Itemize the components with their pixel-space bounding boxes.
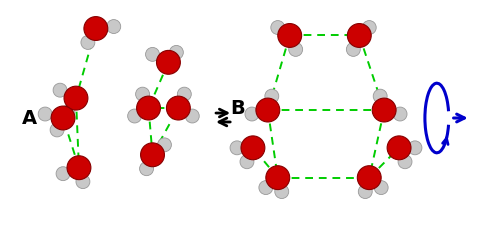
Circle shape <box>145 47 159 61</box>
Circle shape <box>156 50 180 74</box>
Text: A: A <box>22 109 37 128</box>
Circle shape <box>408 141 422 155</box>
Circle shape <box>38 107 52 121</box>
Circle shape <box>373 89 387 103</box>
Circle shape <box>84 17 108 41</box>
Circle shape <box>245 107 259 121</box>
Circle shape <box>398 155 412 169</box>
Circle shape <box>76 175 90 189</box>
Circle shape <box>357 166 381 190</box>
Circle shape <box>136 87 150 101</box>
Circle shape <box>278 23 301 47</box>
Circle shape <box>374 181 388 195</box>
Circle shape <box>107 20 120 33</box>
Circle shape <box>240 155 254 169</box>
Circle shape <box>230 141 244 155</box>
Circle shape <box>288 42 302 56</box>
Circle shape <box>56 167 70 181</box>
Circle shape <box>271 21 285 35</box>
Circle shape <box>61 105 75 119</box>
Circle shape <box>51 106 75 130</box>
Circle shape <box>50 123 64 137</box>
Circle shape <box>81 36 95 49</box>
Circle shape <box>178 87 192 101</box>
Circle shape <box>348 23 371 47</box>
Circle shape <box>256 98 280 122</box>
Circle shape <box>362 21 376 35</box>
Circle shape <box>387 136 411 160</box>
Circle shape <box>259 181 273 195</box>
Circle shape <box>393 107 407 121</box>
Circle shape <box>53 83 67 97</box>
Circle shape <box>67 156 91 180</box>
Circle shape <box>157 138 171 152</box>
Circle shape <box>137 96 160 120</box>
Circle shape <box>358 185 372 199</box>
Circle shape <box>265 89 279 103</box>
Circle shape <box>128 109 142 123</box>
Text: B: B <box>230 99 245 118</box>
Circle shape <box>141 143 165 167</box>
Circle shape <box>167 96 190 120</box>
Circle shape <box>140 162 154 176</box>
Circle shape <box>64 86 88 110</box>
Circle shape <box>169 46 183 59</box>
Circle shape <box>241 136 265 160</box>
Circle shape <box>275 185 288 199</box>
Circle shape <box>347 42 360 56</box>
Circle shape <box>372 98 396 122</box>
Circle shape <box>266 166 290 190</box>
Circle shape <box>185 109 199 123</box>
